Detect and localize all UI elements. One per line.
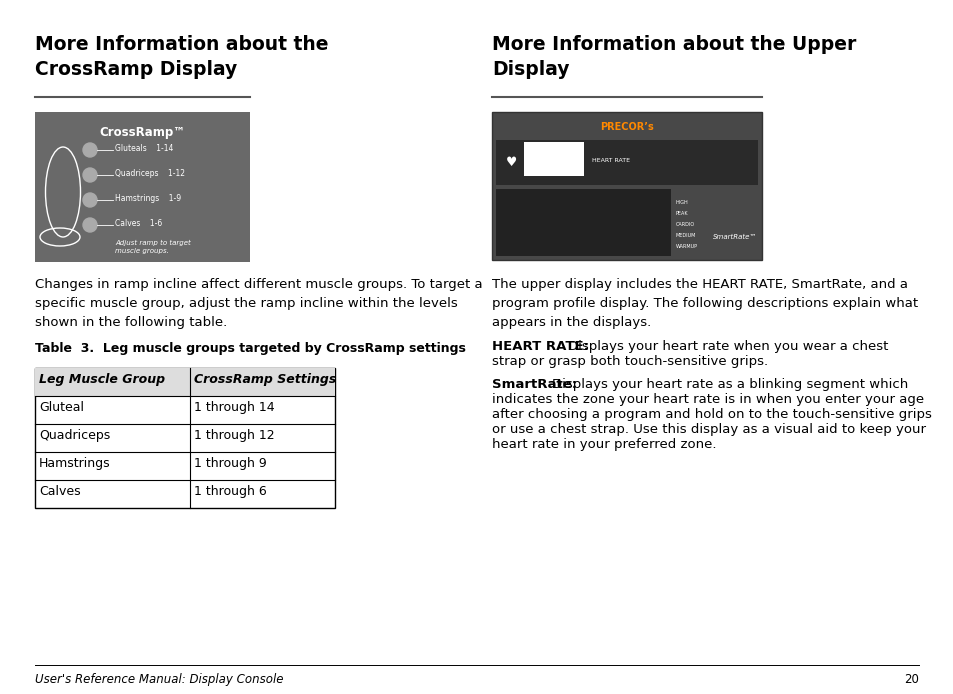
Text: Calves    1-6: Calves 1-6 — [115, 219, 162, 228]
Text: heart rate in your preferred zone.: heart rate in your preferred zone. — [492, 438, 716, 451]
Text: PEAK: PEAK — [675, 210, 687, 216]
Text: MEDIUM: MEDIUM — [675, 232, 696, 237]
Text: HEART RATE:: HEART RATE: — [492, 340, 588, 353]
Text: Hamstrings    1-9: Hamstrings 1-9 — [115, 194, 181, 203]
Text: Gluteals    1-14: Gluteals 1-14 — [115, 144, 173, 153]
Text: CrossRamp™: CrossRamp™ — [99, 126, 185, 139]
Text: WARMUP: WARMUP — [675, 244, 697, 248]
Text: User's Reference Manual: Display Console: User's Reference Manual: Display Console — [35, 673, 283, 686]
Circle shape — [83, 143, 97, 157]
Text: ♥: ♥ — [506, 155, 517, 169]
Bar — [35, 368, 335, 508]
Text: CARDIO: CARDIO — [675, 221, 694, 226]
Text: 1 through 6: 1 through 6 — [193, 485, 267, 498]
Text: SmartRate™: SmartRate™ — [712, 234, 757, 240]
Text: More Information about the: More Information about the — [35, 35, 328, 54]
Text: Table  3.  Leg muscle groups targeted by CrossRamp settings: Table 3. Leg muscle groups targeted by C… — [35, 342, 465, 355]
Text: 1 through 12: 1 through 12 — [193, 429, 274, 442]
Text: after choosing a program and hold on to the touch-sensitive grips: after choosing a program and hold on to … — [492, 408, 931, 421]
Text: Quadriceps    1-12: Quadriceps 1-12 — [115, 169, 185, 178]
Circle shape — [83, 193, 97, 207]
Text: SmartRate:: SmartRate: — [492, 378, 577, 391]
Bar — [35, 368, 335, 396]
Circle shape — [83, 168, 97, 182]
Text: 1 through 9: 1 through 9 — [193, 457, 267, 470]
Text: Displays your heart rate as a blinking segment which: Displays your heart rate as a blinking s… — [552, 378, 907, 391]
Text: 20: 20 — [903, 673, 918, 686]
Text: Adjust ramp to target
muscle groups.: Adjust ramp to target muscle groups. — [115, 240, 191, 254]
Text: HEART RATE: HEART RATE — [592, 158, 629, 162]
Text: 1 through 14: 1 through 14 — [193, 401, 274, 414]
Bar — [496, 140, 758, 185]
Text: Changes in ramp incline affect different muscle groups. To target a
specific mus: Changes in ramp incline affect different… — [35, 278, 482, 329]
Circle shape — [83, 218, 97, 232]
Bar — [496, 189, 671, 256]
Bar — [523, 142, 583, 176]
Text: Gluteal: Gluteal — [39, 401, 84, 414]
Text: Hamstrings: Hamstrings — [39, 457, 111, 470]
Text: HIGH: HIGH — [675, 199, 688, 205]
Text: Leg Muscle Group: Leg Muscle Group — [39, 373, 165, 386]
Bar — [492, 112, 761, 260]
Text: Quadriceps: Quadriceps — [39, 429, 111, 442]
Text: PRECOR’s: PRECOR’s — [599, 122, 653, 132]
Text: Displays your heart rate when you wear a chest: Displays your heart rate when you wear a… — [567, 340, 887, 353]
Text: CrossRamp Settings: CrossRamp Settings — [193, 373, 336, 386]
Text: indicates the zone your heart rate is in when you enter your age: indicates the zone your heart rate is in… — [492, 393, 923, 406]
Text: The upper display includes the HEART RATE, SmartRate, and a
program profile disp: The upper display includes the HEART RAT… — [492, 278, 917, 329]
Bar — [35, 112, 250, 262]
Text: More Information about the Upper: More Information about the Upper — [492, 35, 856, 54]
Text: strap or grasp both touch-sensitive grips.: strap or grasp both touch-sensitive grip… — [492, 355, 767, 368]
Text: Display: Display — [492, 60, 569, 79]
Text: or use a chest strap. Use this display as a visual aid to keep your: or use a chest strap. Use this display a… — [492, 423, 925, 436]
Text: Calves: Calves — [39, 485, 81, 498]
Text: CrossRamp Display: CrossRamp Display — [35, 60, 237, 79]
